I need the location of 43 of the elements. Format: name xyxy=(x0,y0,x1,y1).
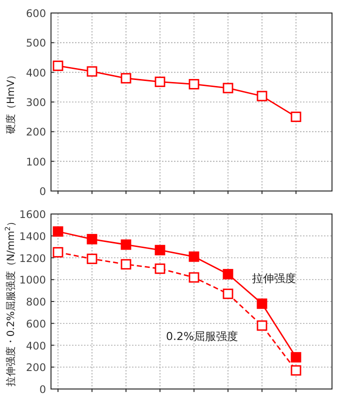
y-tick-label: 1400 xyxy=(19,230,46,243)
y-tick-label: 1000 xyxy=(19,274,46,287)
point xyxy=(52,247,64,258)
point xyxy=(290,112,302,122)
point xyxy=(222,82,234,94)
point xyxy=(86,234,98,244)
y-tick-label: 1600 xyxy=(19,209,46,221)
point xyxy=(290,365,302,376)
point xyxy=(154,244,166,256)
point xyxy=(154,76,166,88)
y-tick-label: 100 xyxy=(26,156,46,168)
point xyxy=(256,90,268,102)
y-tick-label: 1200 xyxy=(19,252,46,265)
series-label: 0.2%屈服强度 xyxy=(166,330,238,343)
point xyxy=(222,268,234,280)
point xyxy=(188,79,200,90)
point xyxy=(86,66,98,77)
point xyxy=(120,239,132,250)
y-tick-label: 0 xyxy=(39,186,46,198)
series-label: 拉伸强度 xyxy=(252,272,296,286)
point xyxy=(256,298,268,309)
point xyxy=(120,259,132,270)
point xyxy=(154,263,166,274)
point xyxy=(52,60,64,72)
point xyxy=(222,288,234,300)
y-tick-label: 200 xyxy=(26,362,46,374)
y-tick-label: 500 xyxy=(26,38,46,50)
y-tick-label: 600 xyxy=(26,8,46,20)
point xyxy=(188,272,200,283)
y-axis-title: 硬度（HmV） xyxy=(5,70,17,134)
point xyxy=(86,254,98,264)
y-tick-label: 800 xyxy=(26,296,46,308)
y-tick-label: 400 xyxy=(26,67,46,80)
point xyxy=(256,320,268,331)
point xyxy=(120,73,132,84)
y-tick-label: 200 xyxy=(26,126,46,139)
y-tick-label: 400 xyxy=(26,340,46,352)
y-tick-label: 0 xyxy=(39,384,46,396)
y-tick-label: 600 xyxy=(26,318,46,330)
y-tick-label: 300 xyxy=(26,97,46,109)
point xyxy=(52,226,64,237)
point xyxy=(188,251,200,262)
point xyxy=(290,352,302,362)
